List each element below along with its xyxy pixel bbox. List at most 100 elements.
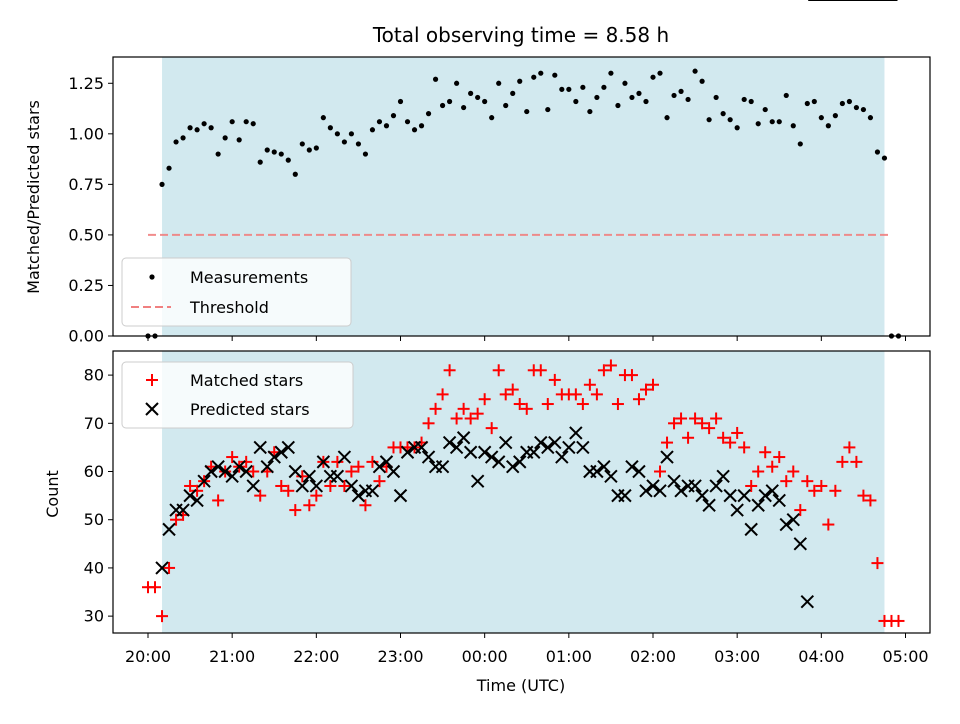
predicted-star-point	[442, 435, 457, 450]
predicted-star-point	[421, 450, 436, 464]
predicted-star-point	[793, 537, 807, 551]
measurement-point	[853, 104, 860, 111]
predicted-star-point	[590, 464, 604, 479]
matched-star-point	[464, 412, 477, 425]
measurement-point	[215, 151, 221, 157]
matched-star-point	[422, 417, 435, 430]
measurement-point	[257, 159, 263, 165]
measurement-point	[839, 100, 845, 107]
measurement-point	[390, 113, 397, 119]
measurement-point	[397, 98, 404, 105]
measurement-point	[811, 98, 817, 105]
matched-star-point	[492, 364, 505, 377]
x-tick-label: 05:00	[882, 647, 928, 666]
matched-star-point	[436, 388, 449, 401]
matched-star-point	[717, 431, 730, 444]
predicted-star-point	[393, 488, 408, 503]
measurement-point	[418, 123, 425, 129]
matched-star-point	[864, 494, 877, 507]
measurement-point	[874, 149, 881, 155]
y-tick-label: 1.00	[68, 124, 104, 143]
matched-star-point	[892, 614, 905, 627]
threshold-legend-label: Threshold	[189, 298, 269, 317]
y-tick-label: 40	[84, 558, 104, 577]
measurement-point	[475, 94, 481, 101]
measurement-point	[236, 137, 242, 143]
measurement-point	[510, 90, 516, 96]
matched-star-point	[689, 412, 702, 425]
measurement-point	[587, 108, 593, 115]
predicted-star-point	[534, 435, 548, 450]
matched-star-point	[773, 451, 786, 464]
predicted-star-point	[576, 440, 590, 455]
measurement-point	[860, 106, 867, 113]
y-tick-label: 0.25	[68, 276, 104, 295]
measurement-point	[383, 123, 390, 129]
y-tick-label: 70	[84, 414, 104, 433]
predicted-star-point	[555, 450, 569, 464]
measurement-point	[208, 125, 214, 131]
matched-star-point	[569, 388, 582, 401]
matched-star-point	[766, 460, 779, 473]
matched-star-point	[850, 455, 863, 468]
matched-star-point	[541, 398, 554, 411]
matched-star-point	[639, 383, 652, 396]
measurement-point	[229, 119, 235, 125]
measurement-point	[846, 98, 852, 105]
data-marks	[142, 0, 905, 627]
predicted-star-point	[744, 522, 758, 537]
measurement-point	[783, 92, 789, 99]
measurement-point	[734, 125, 740, 131]
measurement-point	[769, 119, 775, 125]
matched-star-point	[296, 470, 309, 483]
predicted-star-point	[316, 455, 331, 469]
measurement-point	[804, 100, 810, 107]
measurement-point	[741, 96, 747, 103]
measurement-point	[755, 121, 761, 127]
matched-star-point	[499, 388, 512, 401]
matched-star-point	[226, 451, 239, 464]
matched-star-point	[345, 465, 358, 478]
x-tick-label: 04:00	[798, 647, 844, 666]
predicted-star-point	[695, 488, 709, 503]
measurement-point	[496, 80, 502, 86]
predicted-star-point	[653, 484, 667, 498]
matched-star-point	[240, 455, 253, 468]
predicted-star-point	[211, 459, 225, 474]
matched-stars-legend-label: Matched stars	[190, 371, 303, 390]
measurement-point	[278, 151, 284, 157]
measurement-point	[818, 115, 824, 121]
bottom-y-axis-label: Count	[43, 470, 62, 518]
matched-star-point	[429, 402, 442, 415]
predicted-star-point	[499, 435, 513, 450]
predicted-star-point	[246, 479, 260, 493]
matched-star-point	[661, 436, 674, 449]
measurement-point	[573, 98, 579, 105]
predicted-star-point	[506, 459, 520, 474]
matched-star-point	[359, 499, 372, 512]
top-legend-frame	[121, 257, 352, 327]
predicted-star-point	[449, 440, 464, 455]
matched-star-point	[450, 412, 463, 425]
measurement-point	[867, 115, 874, 121]
predicted-star-point	[491, 455, 506, 469]
y-tick-label: 30	[84, 607, 104, 626]
measurement-point	[461, 104, 467, 111]
predicted-star-point	[288, 464, 302, 479]
predicted-star-point	[484, 450, 499, 464]
measurement-point	[699, 78, 705, 84]
observing-window-bands	[162, 57, 885, 633]
matched-star-point	[801, 475, 814, 488]
predicted-star-point	[309, 479, 324, 493]
matched-star-point	[787, 465, 800, 478]
predicted-star-point	[800, 594, 815, 609]
x-tick-label: 01:00	[546, 647, 592, 666]
axes-frames	[112, 56, 931, 634]
measurement-point	[489, 115, 495, 121]
predicted-star-point	[513, 455, 527, 469]
matched-star-point	[191, 484, 204, 497]
predicted-star-point	[604, 469, 618, 484]
measurement-point	[692, 68, 698, 74]
measurement-point	[503, 102, 509, 109]
top-y-axis-label: Matched/Predicted stars	[24, 100, 43, 294]
